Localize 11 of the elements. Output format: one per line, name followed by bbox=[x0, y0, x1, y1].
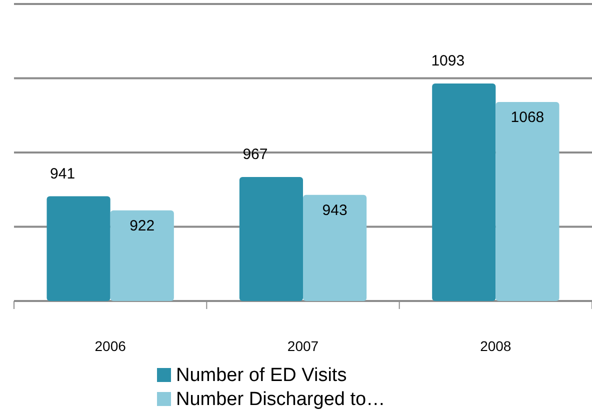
data-label: 1093 bbox=[431, 52, 465, 70]
data-label: 943 bbox=[322, 202, 348, 219]
data-label: 967 bbox=[242, 146, 268, 164]
legend-label: Number Discharged to… bbox=[176, 389, 386, 410]
x-tick-label: 2007 bbox=[287, 338, 319, 354]
data-label: 1068 bbox=[510, 109, 544, 126]
data-label: 941 bbox=[50, 165, 76, 182]
legend-label: Number of ED Visits bbox=[176, 365, 347, 386]
x-tick-label: 2008 bbox=[480, 338, 512, 354]
data-label: 922 bbox=[130, 217, 155, 234]
x-tick-label: 2006 bbox=[94, 338, 126, 354]
